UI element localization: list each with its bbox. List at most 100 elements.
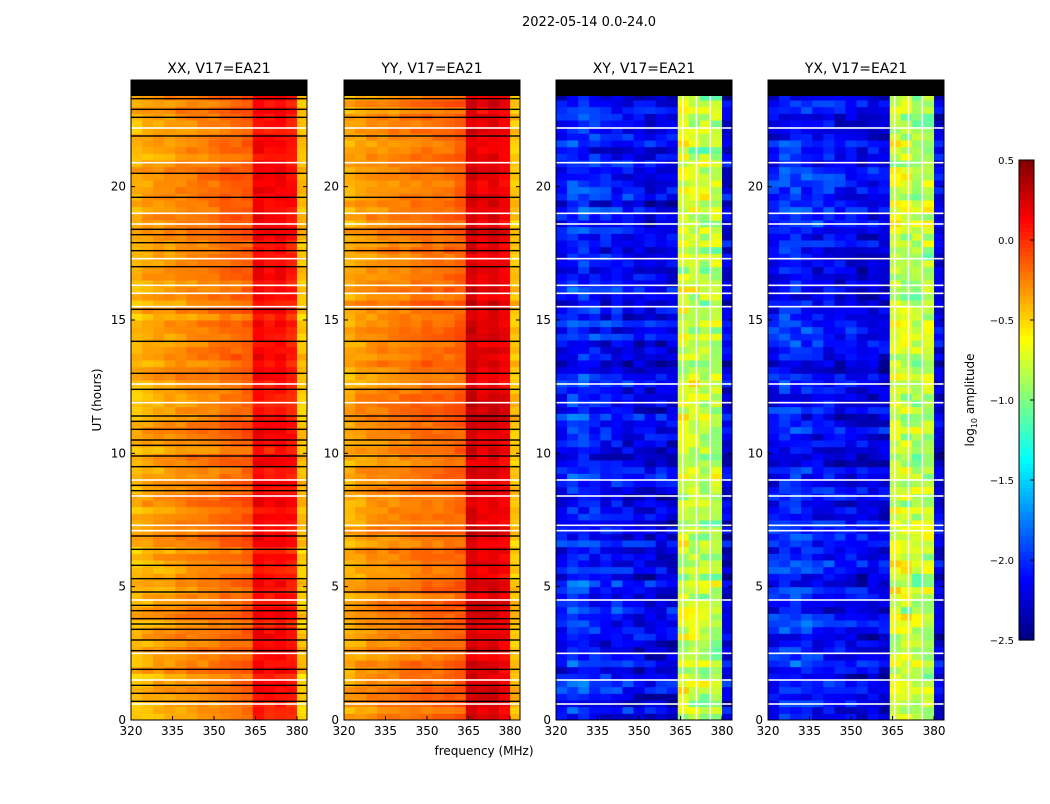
heatmap-cell xyxy=(556,107,568,114)
heatmap-cell xyxy=(722,607,732,614)
heatmap-cell xyxy=(868,620,880,627)
heatmap-cell xyxy=(645,180,657,187)
heatmap-cell xyxy=(433,540,445,547)
heatmap-cell xyxy=(556,247,568,254)
heatmap-cell xyxy=(678,693,690,700)
heatmap-cell xyxy=(286,493,298,500)
heatmap-cell xyxy=(667,487,679,494)
heatmap-cell xyxy=(421,613,433,620)
heatmap-cell xyxy=(455,180,467,187)
heatmap-cell xyxy=(656,433,668,440)
heatmap-cell xyxy=(366,580,378,587)
heatmap-cell xyxy=(611,433,623,440)
heatmap-cell xyxy=(175,273,187,280)
heatmap-cell xyxy=(589,160,601,167)
heatmap-cell xyxy=(399,560,411,567)
heatmap-cell xyxy=(253,580,265,587)
heatmap-cell xyxy=(297,160,307,167)
heatmap-cell xyxy=(633,693,645,700)
heatmap-cell xyxy=(556,420,568,427)
heatmap-cell xyxy=(220,267,232,274)
heatmap-cell xyxy=(556,213,568,220)
heatmap-cell xyxy=(208,453,220,460)
heatmap-cell xyxy=(142,160,154,167)
heatmap-cell xyxy=(355,107,367,114)
heatmap-cell xyxy=(611,180,623,187)
heatmap-cell xyxy=(131,160,143,167)
heatmap-cell xyxy=(466,580,478,587)
heatmap-cell xyxy=(264,320,276,327)
heatmap-cell xyxy=(444,573,456,580)
heatmap-cell xyxy=(689,113,701,120)
heatmap-cell xyxy=(499,160,511,167)
heatmap-cell xyxy=(355,447,367,454)
heatmap-cell xyxy=(868,660,880,667)
heatmap-cell xyxy=(711,213,723,220)
heatmap-cell xyxy=(499,140,511,147)
heatmap-cell xyxy=(611,413,623,420)
heatmap-cell xyxy=(499,680,511,687)
heatmap-cell xyxy=(377,440,389,447)
heatmap-cell xyxy=(175,267,187,274)
heatmap-cell xyxy=(578,307,590,314)
heatmap-cell xyxy=(578,693,590,700)
heatmap-cell xyxy=(510,627,520,634)
flagged-row xyxy=(131,135,307,136)
heatmap-cell xyxy=(208,567,220,574)
heatmap-cell xyxy=(578,360,590,367)
heatmap-cell xyxy=(175,553,187,560)
heatmap-cell xyxy=(220,513,232,520)
heatmap-cell xyxy=(197,553,209,560)
heatmap-cell xyxy=(567,680,579,687)
heatmap-cell xyxy=(510,653,520,660)
heatmap-cell xyxy=(868,707,880,714)
heatmap-cell xyxy=(142,400,154,407)
heatmap-cell xyxy=(253,567,265,574)
heatmap-cell xyxy=(186,600,198,607)
heatmap-cell xyxy=(711,447,723,454)
heatmap-cell xyxy=(667,553,679,560)
heatmap-cell xyxy=(499,613,511,620)
heatmap-cell xyxy=(131,580,143,587)
heatmap-cell xyxy=(510,347,520,354)
heatmap-cell xyxy=(208,360,220,367)
heatmap-cell xyxy=(220,400,232,407)
heatmap-cell xyxy=(444,387,456,394)
heatmap-cell xyxy=(689,653,701,660)
heatmap-cell xyxy=(656,173,668,180)
heatmap-cell xyxy=(645,560,657,567)
heatmap-cell xyxy=(611,247,623,254)
heatmap-cell xyxy=(578,227,590,234)
heatmap-cell xyxy=(164,480,176,487)
heatmap-cell xyxy=(433,507,445,514)
heatmap-cell xyxy=(689,507,701,514)
heatmap-cell xyxy=(433,320,445,327)
heatmap-cell xyxy=(186,213,198,220)
heatmap-cell xyxy=(208,347,220,354)
heatmap-cell xyxy=(231,107,243,114)
heatmap-cell xyxy=(567,453,579,460)
heatmap-cell xyxy=(344,580,356,587)
heatmap-cell xyxy=(377,573,389,580)
heatmap-cell xyxy=(366,240,378,247)
heatmap-cell xyxy=(656,100,668,107)
heatmap-cell xyxy=(142,500,154,507)
heatmap-cell xyxy=(611,160,623,167)
heatmap-cell xyxy=(344,653,356,660)
heatmap-cell xyxy=(344,107,356,114)
heatmap-cell xyxy=(297,153,307,160)
heatmap-cell xyxy=(645,600,657,607)
heatmap-cell xyxy=(622,320,634,327)
heatmap-cell xyxy=(366,640,378,647)
heatmap-cell xyxy=(355,513,367,520)
heatmap-cell xyxy=(656,500,668,507)
heatmap-cell xyxy=(466,587,478,594)
heatmap-cell xyxy=(186,713,198,720)
heatmap-cell xyxy=(667,240,679,247)
no-data-band xyxy=(131,80,307,96)
heatmap-cell xyxy=(142,293,154,300)
heatmap-cell xyxy=(297,507,307,514)
heatmap-cell xyxy=(388,360,400,367)
heatmap-cell xyxy=(678,433,690,440)
heatmap-cell xyxy=(164,580,176,587)
